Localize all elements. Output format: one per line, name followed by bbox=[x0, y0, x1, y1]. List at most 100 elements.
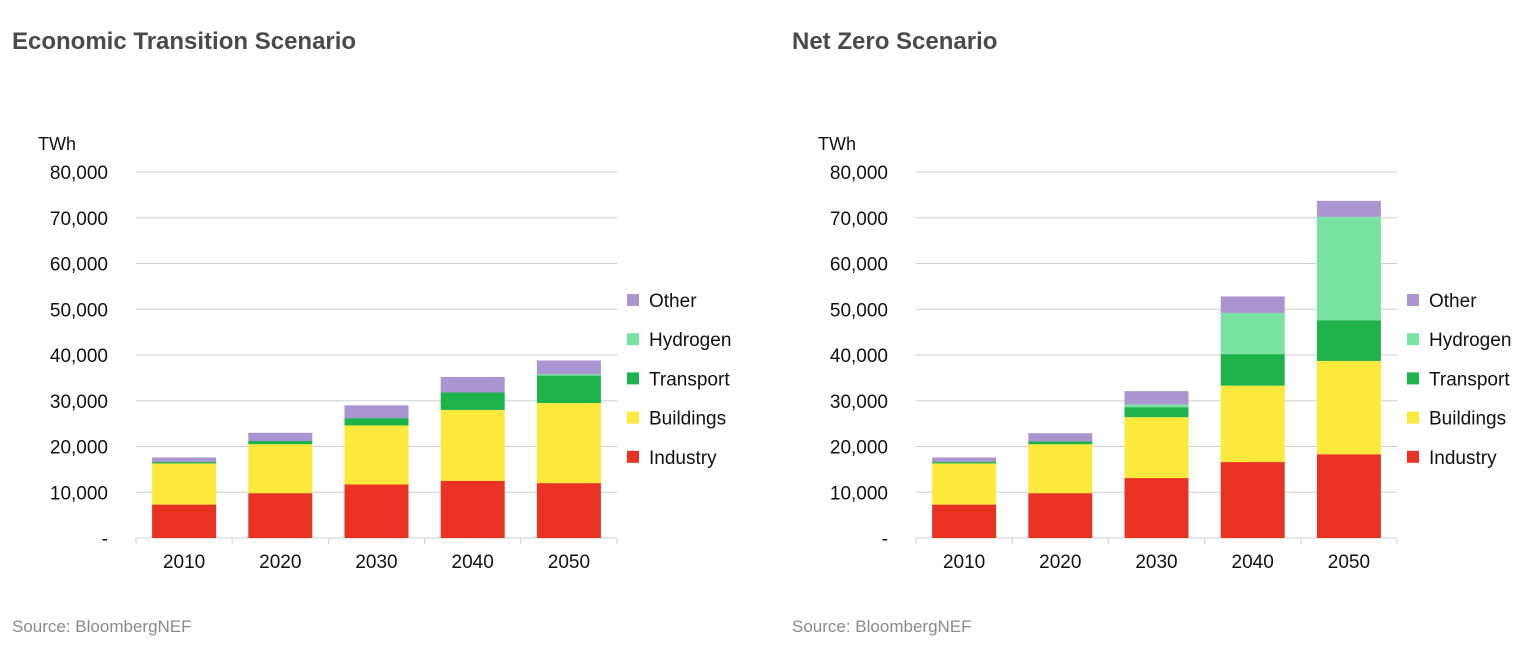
source-note: Source: BloombergNEF bbox=[792, 617, 972, 636]
legend-label-hydrogen: Hydrogen bbox=[1429, 330, 1511, 351]
legend-swatch-other bbox=[1407, 294, 1419, 306]
bar-segment-other bbox=[536, 360, 601, 375]
bar-segment-transport bbox=[344, 418, 409, 426]
y-tick-label: 60,000 bbox=[830, 255, 888, 276]
bar-segment-industry bbox=[344, 484, 409, 538]
legend-swatch-buildings bbox=[627, 411, 639, 424]
bar-segment-other bbox=[248, 432, 313, 442]
source-note: Source: BloombergNEF bbox=[12, 617, 192, 636]
y-tick-label: 10,000 bbox=[830, 483, 888, 504]
bar-segment-industry bbox=[932, 504, 997, 538]
bar-segment-buildings bbox=[248, 444, 313, 494]
bar-segment-other bbox=[344, 405, 409, 419]
bar-segment-transport bbox=[248, 441, 313, 445]
bar-segment-buildings bbox=[440, 409, 505, 481]
bar-segment-other bbox=[152, 457, 217, 463]
chart-title: Economic Transition Scenario bbox=[12, 28, 357, 55]
bar-segment-transport bbox=[1316, 320, 1381, 361]
bar-segment-industry bbox=[1028, 493, 1093, 538]
x-tick-label: 2040 bbox=[1232, 552, 1274, 573]
x-tick-label: 2030 bbox=[355, 552, 397, 573]
bar-segment-transport bbox=[1028, 441, 1093, 445]
bar-chart-net-zero: - 10,000 20,000 30,000 40,000 50,000 60,000 70,… bbox=[818, 134, 1511, 573]
bar-segment-buildings bbox=[1220, 385, 1285, 463]
y-tick-label: 60,000 bbox=[50, 255, 108, 276]
x-tick-label: 2040 bbox=[452, 552, 494, 573]
bar-segment-industry bbox=[1316, 454, 1381, 538]
bar-segment-buildings bbox=[1124, 417, 1189, 479]
y-tick-label: 50,000 bbox=[830, 300, 888, 321]
y-axis-label: TWh bbox=[38, 134, 76, 154]
legend-label-transport: Transport bbox=[649, 369, 730, 390]
bar-segment-buildings bbox=[932, 463, 997, 505]
y-tick-label: 30,000 bbox=[50, 392, 108, 413]
bar-segment-industry bbox=[1124, 478, 1189, 538]
x-tick-label: 2050 bbox=[548, 552, 590, 573]
x-tick-label: 2020 bbox=[1039, 552, 1081, 573]
x-tick-label: 2020 bbox=[259, 552, 301, 573]
bar-segment-industry bbox=[536, 483, 601, 538]
y-tick-label: 10,000 bbox=[50, 483, 108, 504]
x-tick-label: 2050 bbox=[1328, 552, 1370, 573]
bar-segment-buildings bbox=[1028, 444, 1093, 494]
legend-swatch-hydrogen bbox=[627, 333, 639, 346]
bar-segment-industry bbox=[152, 504, 217, 538]
bar-segment-buildings bbox=[536, 403, 601, 484]
bar-segment-other bbox=[1124, 391, 1189, 405]
y-tick-label: 70,000 bbox=[830, 209, 888, 230]
legend-label-buildings: Buildings bbox=[649, 409, 726, 430]
legend-label-hydrogen: Hydrogen bbox=[649, 330, 731, 351]
y-tick-label: 20,000 bbox=[830, 438, 888, 459]
y-tick-label: 40,000 bbox=[50, 346, 108, 367]
bar-segment-hydrogen bbox=[1316, 216, 1381, 321]
legend-label-industry: Industry bbox=[649, 448, 717, 469]
y-tick-label: 70,000 bbox=[50, 209, 108, 230]
y-tick-label: - bbox=[102, 529, 108, 550]
legend-label-industry: Industry bbox=[1429, 448, 1497, 469]
x-tick-label: 2010 bbox=[163, 552, 205, 573]
bar-segment-other bbox=[440, 376, 505, 393]
bar-segment-hydrogen bbox=[1220, 312, 1285, 355]
bar-segment-transport bbox=[932, 462, 997, 464]
y-tick-label: - bbox=[882, 529, 888, 550]
y-tick-label: 30,000 bbox=[830, 392, 888, 413]
legend-swatch-other bbox=[627, 294, 639, 306]
bar-segment-transport bbox=[440, 392, 505, 410]
bar-segment-buildings bbox=[1316, 360, 1381, 455]
bar-segment-industry bbox=[1220, 462, 1285, 538]
legend-label-other: Other bbox=[649, 291, 697, 312]
legend-swatch-industry bbox=[1407, 450, 1419, 463]
chart-panel-economic-transition: Economic Transition Scenario - 10,000 20,0… bbox=[0, 0, 768, 652]
x-tick-label: 2010 bbox=[943, 552, 985, 573]
y-tick-label: 80,000 bbox=[830, 163, 888, 184]
legend-swatch-buildings bbox=[1407, 411, 1419, 424]
legend-label-transport: Transport bbox=[1429, 369, 1510, 390]
bar-segment-hydrogen bbox=[536, 374, 601, 376]
bar-segment-other bbox=[1220, 296, 1285, 313]
bar-chart-economic-transition: - 10,000 20,000 30,000 40,000 50,000 60,000 70,… bbox=[38, 134, 731, 573]
chart-panel-net-zero: Net Zero Scenario - 10,000 20,000 30,000 40,… bbox=[780, 0, 1537, 652]
bar-segment-transport bbox=[152, 462, 217, 464]
bar-segment-buildings bbox=[344, 425, 409, 485]
bar-segment-other bbox=[932, 457, 997, 463]
bar-segment-industry bbox=[248, 493, 313, 538]
legend-label-buildings: Buildings bbox=[1429, 409, 1506, 430]
y-tick-label: 40,000 bbox=[830, 346, 888, 367]
y-tick-label: 20,000 bbox=[50, 438, 108, 459]
bar-segment-transport bbox=[1220, 354, 1285, 386]
bar-segment-hydrogen bbox=[1124, 404, 1189, 408]
bar-segment-other bbox=[1316, 200, 1381, 217]
legend-swatch-transport bbox=[627, 372, 639, 385]
y-tick-label: 50,000 bbox=[50, 300, 108, 321]
y-tick-label: 80,000 bbox=[50, 163, 108, 184]
bar-segment-industry bbox=[440, 480, 505, 538]
bar-segment-other bbox=[1028, 433, 1093, 442]
bar-segment-buildings bbox=[152, 463, 217, 505]
y-axis-label: TWh bbox=[818, 134, 856, 154]
chart-title: Net Zero Scenario bbox=[792, 28, 998, 55]
legend-swatch-hydrogen bbox=[1407, 333, 1419, 346]
legend-swatch-transport bbox=[1407, 372, 1419, 385]
bar-segment-transport bbox=[536, 375, 601, 404]
bar-segment-transport bbox=[1124, 407, 1189, 418]
x-tick-label: 2030 bbox=[1135, 552, 1177, 573]
